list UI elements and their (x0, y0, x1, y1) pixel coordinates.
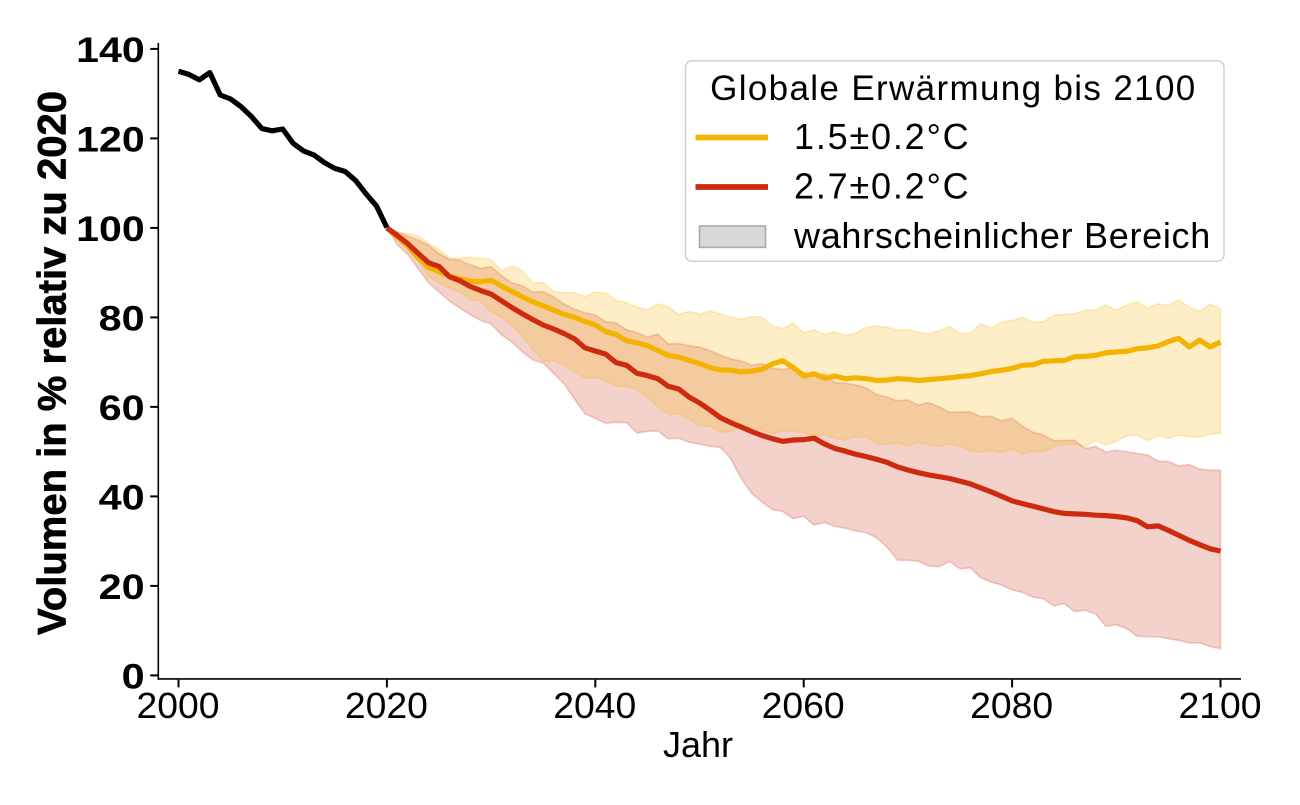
svg-text:0: 0 (122, 658, 145, 697)
svg-text:60: 60 (99, 389, 145, 428)
svg-text:Jahr: Jahr (663, 724, 733, 765)
svg-text:2060: 2060 (762, 685, 845, 726)
svg-text:2040: 2040 (553, 685, 636, 726)
svg-text:2020: 2020 (345, 685, 428, 726)
svg-text:Volumen in % relativ zu 2020: Volumen in % relativ zu 2020 (31, 91, 75, 635)
svg-text:2.7±0.2°C: 2.7±0.2°C (794, 166, 970, 207)
svg-text:2100: 2100 (1179, 685, 1262, 726)
svg-text:wahrscheinlicher Bereich: wahrscheinlicher Bereich (793, 215, 1211, 256)
svg-text:40: 40 (99, 479, 145, 518)
svg-text:20: 20 (99, 568, 145, 607)
svg-text:100: 100 (76, 210, 145, 249)
svg-text:2000: 2000 (137, 685, 220, 726)
svg-text:120: 120 (76, 121, 145, 160)
svg-text:2080: 2080 (970, 685, 1053, 726)
svg-text:Globale Erwärmung bis 2100: Globale Erwärmung bis 2100 (710, 69, 1196, 108)
svg-text:1.5±0.2°C: 1.5±0.2°C (794, 116, 970, 157)
svg-text:80: 80 (99, 300, 145, 339)
svg-text:140: 140 (76, 31, 145, 70)
